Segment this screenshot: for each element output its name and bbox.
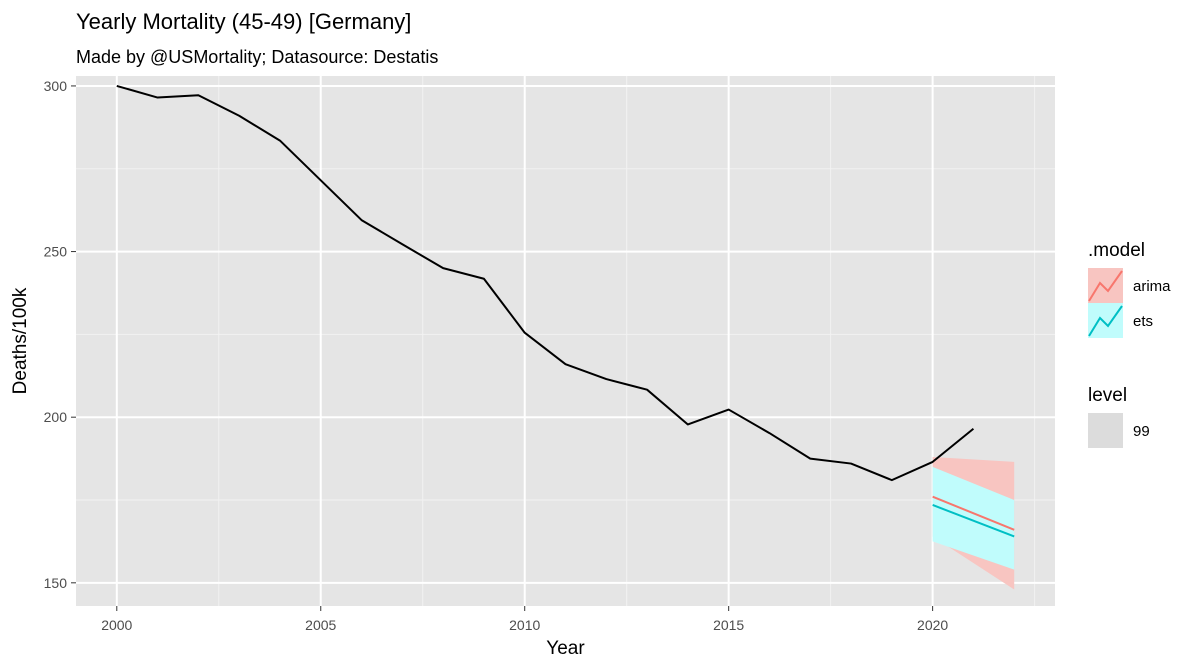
legend-line-arima <box>1088 270 1123 302</box>
legend-item-arima: arima <box>1088 268 1171 303</box>
y-tick-label: 300 <box>44 78 68 94</box>
ribbon-ets <box>932 466 1015 570</box>
legend-title-model: .model <box>1088 240 1145 261</box>
x-tick-label: 2000 <box>101 617 132 633</box>
x-axis-title: Year <box>546 638 585 659</box>
forecast-ribbons <box>932 456 1015 590</box>
line-observed <box>116 84 975 482</box>
axis-ticks: 2000 2005 2010 2015 2020 150 200 250 300 <box>44 78 949 633</box>
grid-minor <box>76 76 1055 606</box>
legend-key-arima <box>1088 268 1123 303</box>
chart-title: Yearly Mortality (45-49) [Germany] <box>76 9 411 34</box>
y-axis-title: Deaths/100k <box>10 287 31 394</box>
legend-title-level: level <box>1088 385 1127 406</box>
legend-line-ets <box>1088 305 1123 337</box>
y-tick-label: 200 <box>44 409 68 425</box>
legend-label-arima: arima <box>1133 278 1171 295</box>
line-ets <box>932 504 1015 538</box>
y-tick-label: 250 <box>44 244 68 260</box>
y-tick-label: 150 <box>44 575 68 591</box>
plot-panel <box>76 76 1055 606</box>
legend-model-items: arima ets <box>1088 268 1171 338</box>
legend: .model arima ets level 99 <box>1088 240 1171 448</box>
legend-label-ets: ets <box>1133 313 1153 330</box>
legend-item-level-99: 99 <box>1088 413 1150 448</box>
x-tick-label: 2015 <box>713 617 744 633</box>
x-tick-label: 2020 <box>917 617 948 633</box>
chart-subtitle: Made by @USMortality; Datasource: Destat… <box>76 47 438 67</box>
legend-key-level <box>1088 413 1123 448</box>
line-arima <box>932 495 1015 531</box>
legend-level-items: 99 <box>1088 413 1150 448</box>
x-tick-label: 2010 <box>509 617 540 633</box>
legend-key-ets <box>1088 303 1123 338</box>
x-tick-label: 2005 <box>305 617 336 633</box>
legend-label-level: 99 <box>1133 423 1150 440</box>
legend-item-ets: ets <box>1088 303 1153 338</box>
data-lines <box>116 84 1015 538</box>
